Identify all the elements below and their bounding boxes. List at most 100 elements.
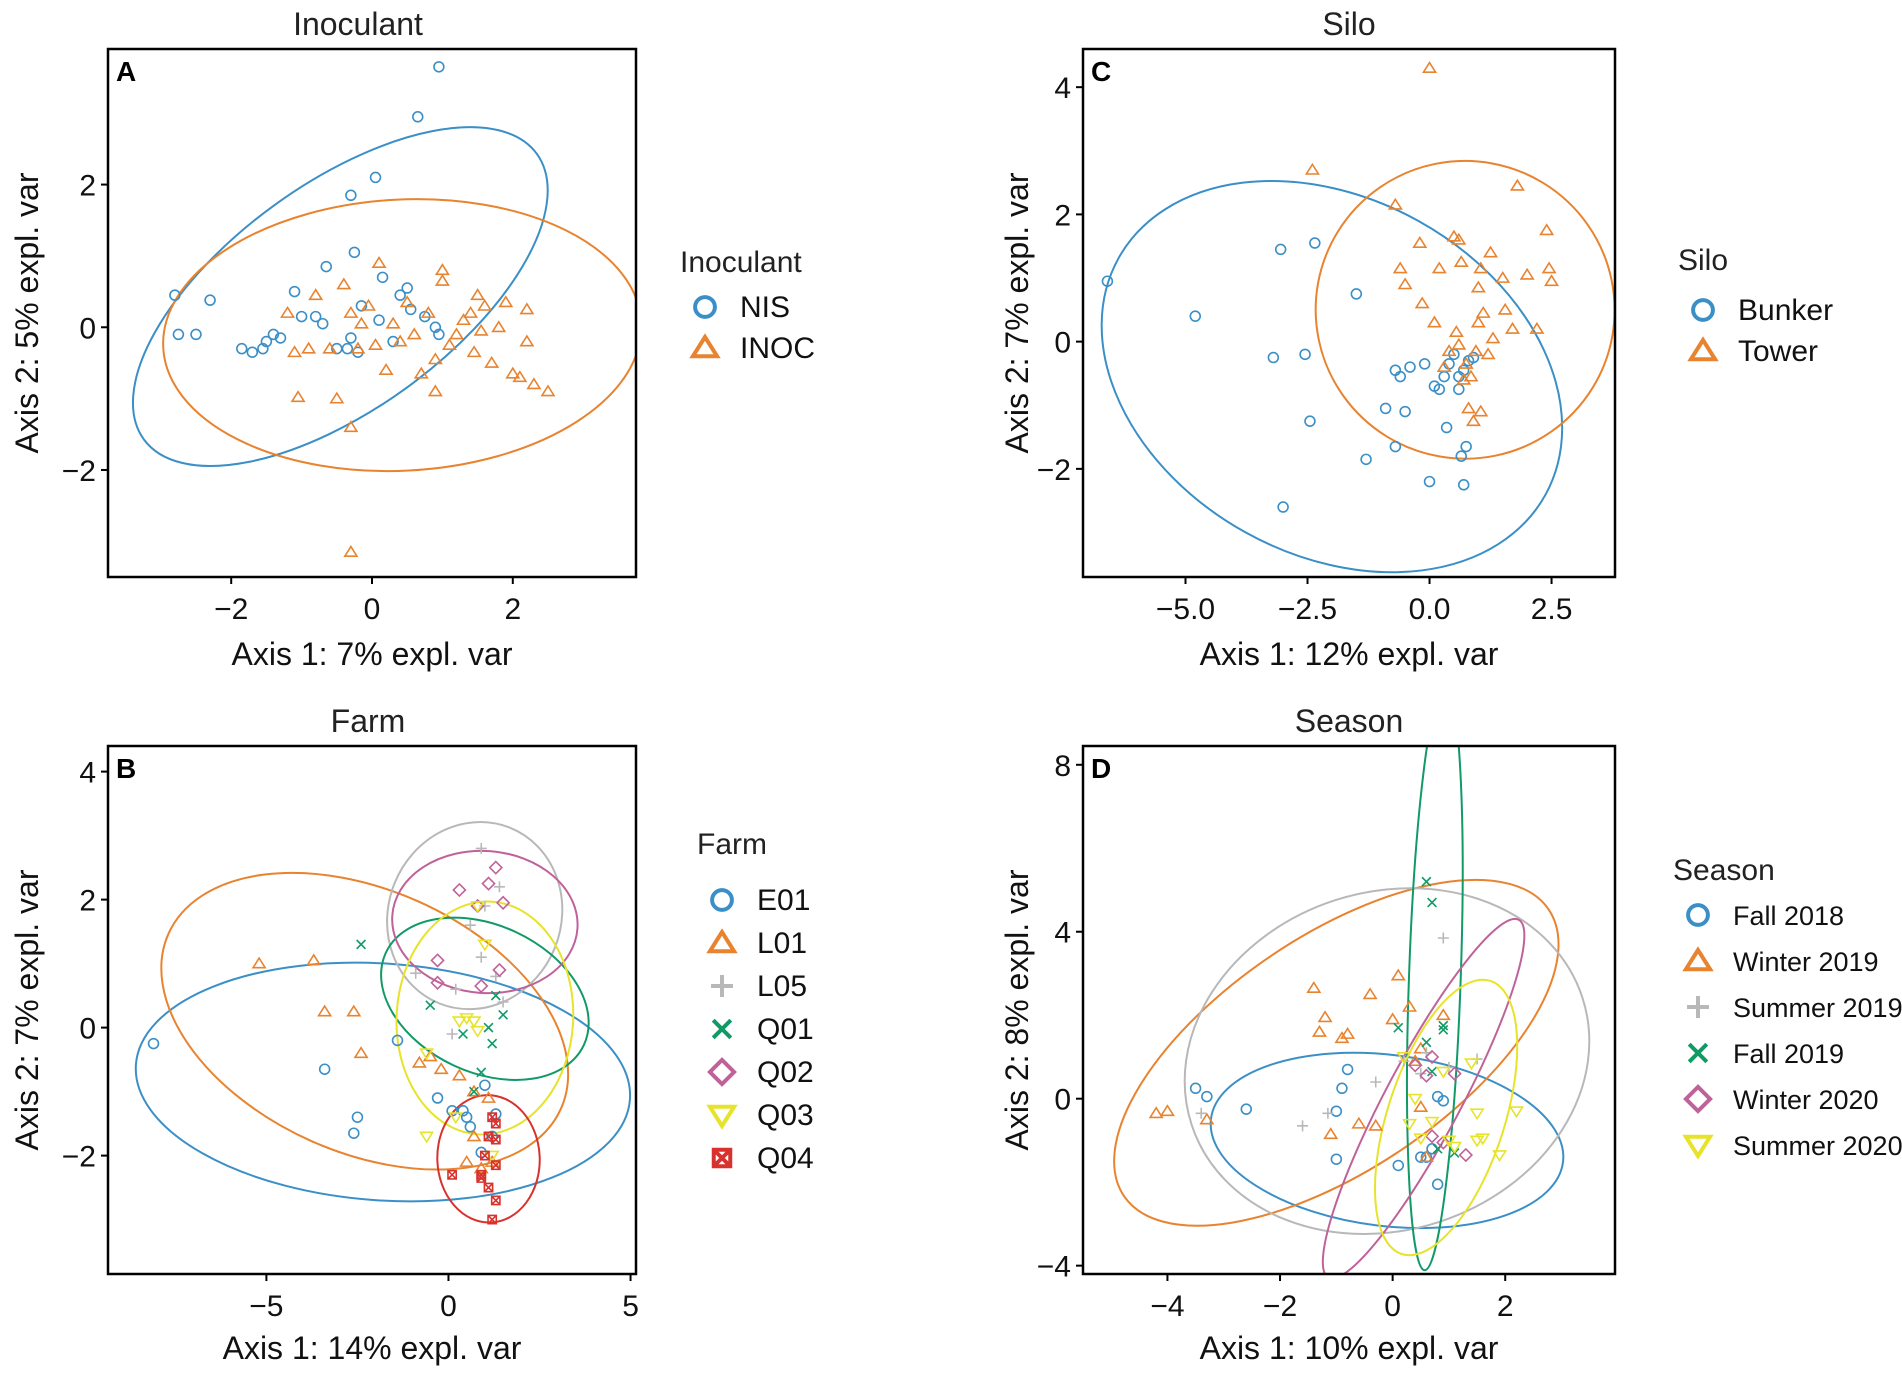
- data-point: [448, 327, 464, 340]
- data-point: [1539, 223, 1555, 236]
- data-point: [392, 334, 408, 347]
- legend-item: Summer 2020: [1682, 1131, 1902, 1161]
- data-point: [1297, 1120, 1309, 1132]
- data-point: [236, 342, 248, 355]
- y-axis-label: Axis 2: 8% expl. var: [999, 869, 1035, 1150]
- confidence-ellipse: [131, 126, 549, 467]
- x-axis-label: Axis 1: 12% expl. var: [1200, 636, 1499, 672]
- legend-label: Winter 2019: [1733, 947, 1879, 977]
- data-point: [406, 327, 422, 340]
- legend-key-icon: [707, 1057, 737, 1087]
- data-point: [466, 1129, 482, 1142]
- data-point: [411, 1055, 427, 1068]
- data-point: [1467, 351, 1480, 364]
- data-point: [1392, 1159, 1405, 1172]
- data-point: [420, 305, 436, 318]
- legend-label: Q01: [757, 1013, 814, 1046]
- data-point: [470, 1025, 486, 1038]
- data-point: [1240, 1103, 1253, 1115]
- data-point: [1418, 1150, 1434, 1163]
- legend-key-icon: [711, 1147, 733, 1169]
- panel-letter: B: [116, 753, 136, 784]
- data-point: [1101, 275, 1114, 287]
- data-point: [1415, 1151, 1427, 1163]
- data-point: [351, 1111, 364, 1123]
- y-tick-label: 0: [79, 1013, 96, 1046]
- data-point: [430, 953, 445, 968]
- data-point: [1274, 243, 1287, 256]
- data-point: [169, 289, 181, 301]
- data-point: [1323, 1127, 1339, 1140]
- data-point: [491, 320, 507, 333]
- data-point: [1413, 1133, 1429, 1146]
- data-point: [295, 310, 308, 323]
- data-point: [348, 1127, 360, 1139]
- legend-item: Tower: [1687, 335, 1818, 368]
- y-tick-label: 0: [79, 312, 96, 345]
- legend-label: INOC: [740, 332, 815, 365]
- data-point: [373, 314, 385, 326]
- data-point: [452, 882, 467, 898]
- data-point: [1485, 331, 1501, 344]
- confidence-ellipse: [1321, 917, 1526, 1274]
- y-tick-label: 4: [1054, 72, 1071, 105]
- data-point: [1458, 1147, 1473, 1163]
- data-point: [490, 1160, 501, 1171]
- data-point: [1415, 1068, 1427, 1080]
- data-point: [1509, 178, 1525, 191]
- legend-label: Fall 2019: [1733, 1039, 1844, 1069]
- data-point: [345, 332, 357, 344]
- data-point: [1387, 197, 1403, 210]
- data-point: [1385, 1012, 1401, 1025]
- data-point: [1458, 356, 1474, 369]
- confidence-ellipse: [1406, 746, 1464, 1272]
- data-point: [348, 246, 361, 259]
- legend-title: Farm: [697, 828, 767, 861]
- legend-label: Fall 2018: [1733, 901, 1844, 931]
- y-tick-label: 8: [1054, 750, 1071, 783]
- data-point: [1431, 261, 1447, 274]
- legend-label: Bunker: [1738, 294, 1833, 327]
- data-point: [391, 1034, 404, 1047]
- data-point: [492, 962, 507, 978]
- data-point: [1414, 296, 1430, 309]
- data-point: [1455, 450, 1468, 462]
- y-tick-label: −2: [1037, 454, 1071, 487]
- legend-key-icon: [711, 1018, 733, 1040]
- legend-key-icon: [1682, 946, 1714, 972]
- data-point: [481, 1090, 497, 1103]
- legend-item: E01: [710, 884, 810, 917]
- data-point: [301, 341, 317, 354]
- data-point: [431, 1092, 444, 1104]
- data-point: [477, 298, 493, 311]
- data-point: [427, 352, 443, 365]
- data-point: [483, 1131, 494, 1142]
- data-point: [1470, 280, 1486, 293]
- points-group: [147, 842, 511, 1225]
- x-tick-label: −2: [1263, 1290, 1297, 1323]
- data-point: [410, 967, 422, 979]
- y-axis-label: Axis 2: 7% expl. var: [9, 869, 45, 1150]
- data-point: [1392, 261, 1408, 274]
- x-axis-label: Axis 1: 10% expl. var: [1200, 1330, 1499, 1366]
- data-point: [1495, 271, 1511, 283]
- data-point: [394, 289, 406, 301]
- panel-title: Season: [1295, 703, 1404, 739]
- legend-item: L01: [706, 927, 807, 960]
- data-point: [498, 295, 514, 308]
- legend-label: E01: [757, 884, 810, 917]
- data-point: [450, 983, 462, 995]
- data-point: [1480, 347, 1496, 360]
- data-point: [475, 951, 487, 963]
- data-point: [1435, 1008, 1451, 1021]
- panel-title: Inoculant: [293, 6, 423, 42]
- x-axis-label: Axis 1: 7% expl. var: [232, 636, 513, 672]
- confidence-ellipse: [386, 821, 564, 1011]
- data-point: [404, 303, 417, 316]
- data-point: [1451, 232, 1467, 245]
- panel-C: Silo C −5.0 −2.5 0.0 2.5 −2 0 2 4 Axis 1: 12% expl…: [999, 6, 1833, 672]
- data-point: [1267, 351, 1280, 364]
- y-tick-label: −4: [1037, 1251, 1071, 1284]
- data-point: [376, 271, 389, 284]
- confidence-ellipse: [1209, 1051, 1565, 1230]
